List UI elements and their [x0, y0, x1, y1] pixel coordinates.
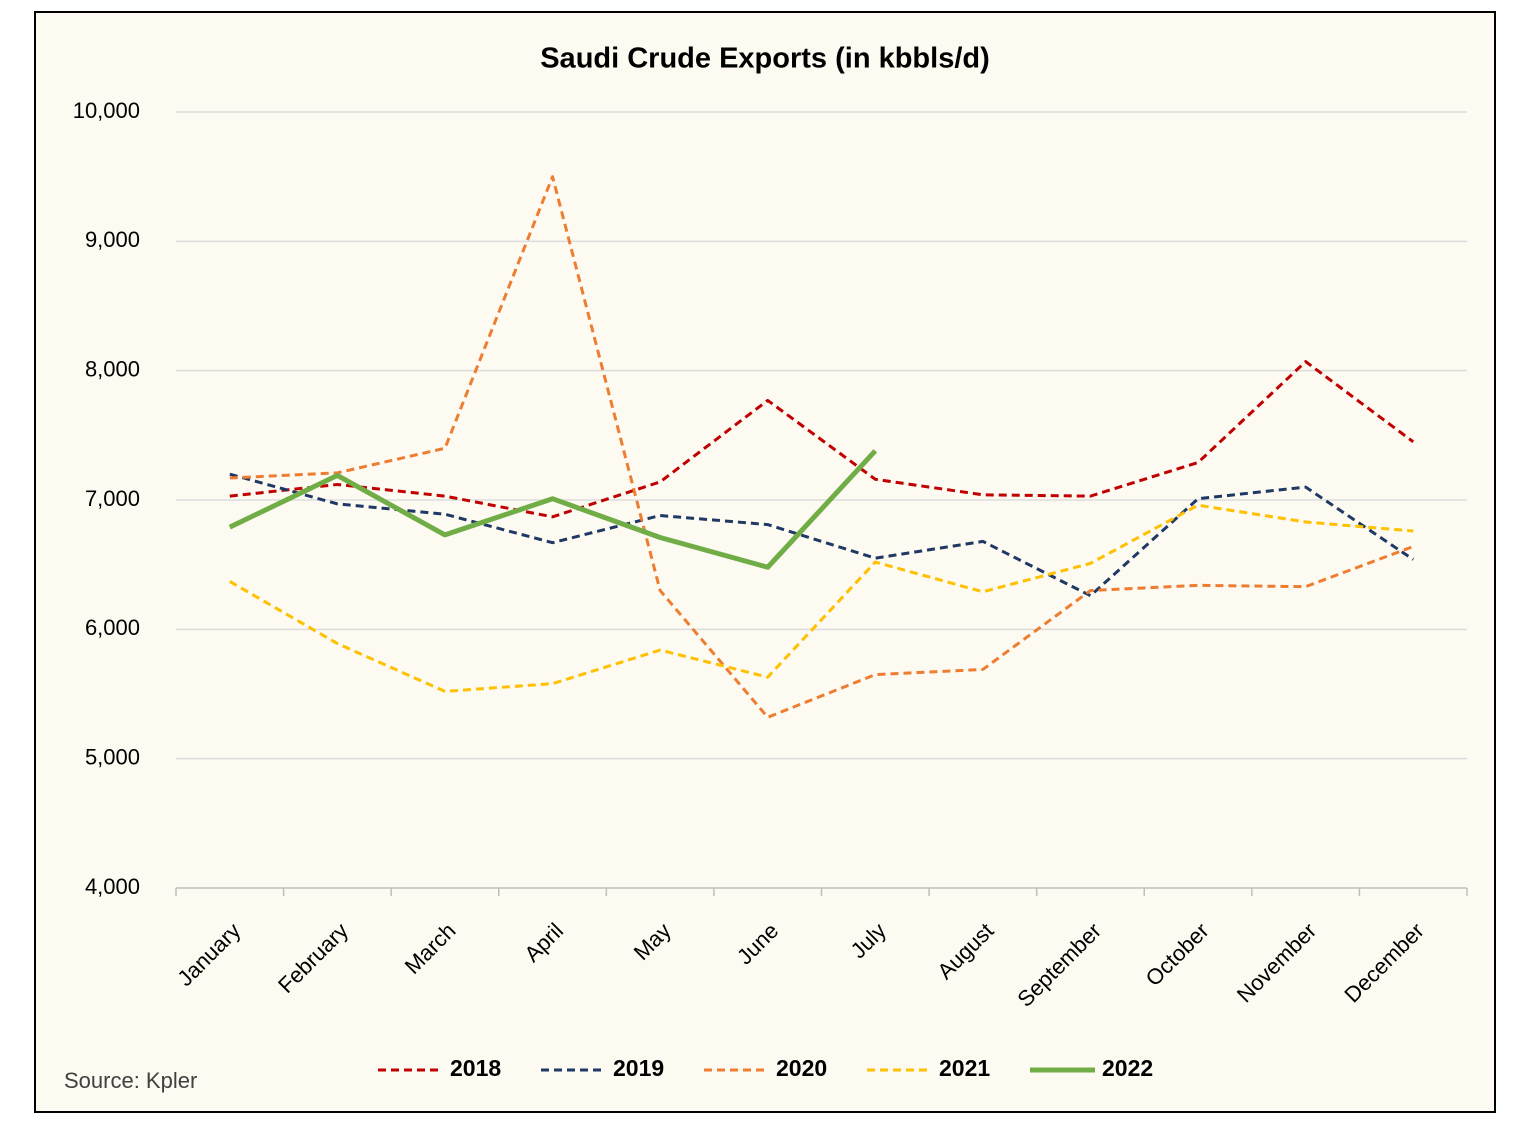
legend-label: 2021 [939, 1055, 990, 1081]
legend-label: 2022 [1102, 1055, 1153, 1081]
legend-label: 2020 [776, 1055, 827, 1081]
y-tick-label: 10,000 [73, 98, 140, 123]
y-tick-label: 8,000 [85, 356, 140, 381]
chart-frame [34, 11, 1496, 1113]
series-line [228, 449, 878, 570]
series-line [229, 472, 1415, 598]
chart-title: Saudi Crude Exports (in kbbls/d) [540, 43, 990, 75]
series-line [229, 503, 1414, 693]
y-tick-label: 9,000 [85, 227, 140, 252]
source-note: Source: Kpler [64, 1068, 197, 1093]
y-tick-label: 5,000 [85, 744, 140, 769]
y-tick-label: 7,000 [85, 486, 140, 511]
series-line [229, 360, 1415, 519]
series-line [229, 175, 1414, 719]
legend-label: 2018 [450, 1055, 501, 1081]
y-tick-label: 4,000 [85, 874, 140, 899]
legend-label: 2019 [613, 1055, 664, 1081]
y-tick-label: 6,000 [85, 615, 140, 640]
